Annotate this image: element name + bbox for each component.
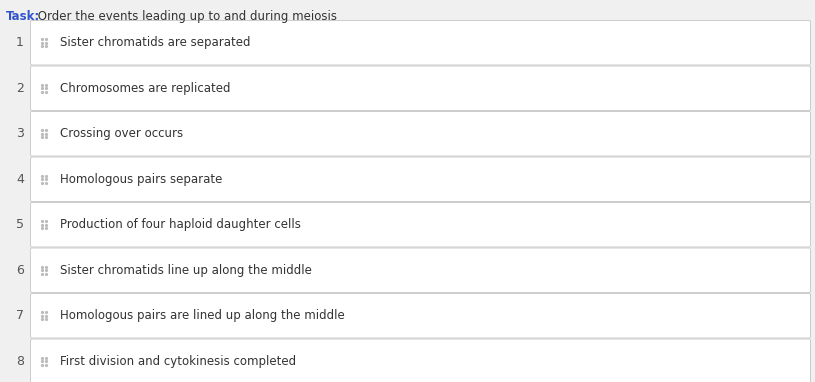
Text: 8: 8 (16, 355, 24, 368)
FancyBboxPatch shape (30, 248, 810, 293)
Text: Order the events leading up to and during meiosis: Order the events leading up to and durin… (34, 10, 337, 23)
Text: 4: 4 (16, 173, 24, 186)
FancyBboxPatch shape (30, 21, 810, 65)
FancyBboxPatch shape (30, 66, 810, 110)
Text: 5: 5 (16, 218, 24, 231)
Text: 6: 6 (16, 264, 24, 277)
Text: Sister chromatids are separated: Sister chromatids are separated (60, 36, 250, 49)
Text: Production of four haploid daughter cells: Production of four haploid daughter cell… (60, 218, 301, 231)
Text: Homologous pairs separate: Homologous pairs separate (60, 173, 222, 186)
Text: First division and cytokinesis completed: First division and cytokinesis completed (60, 355, 296, 368)
Text: Crossing over occurs: Crossing over occurs (60, 127, 183, 140)
Text: Homologous pairs are lined up along the middle: Homologous pairs are lined up along the … (60, 309, 345, 322)
Text: 2: 2 (16, 82, 24, 95)
Text: Task:: Task: (6, 10, 40, 23)
Text: 3: 3 (16, 127, 24, 140)
FancyBboxPatch shape (30, 202, 810, 247)
Text: Sister chromatids line up along the middle: Sister chromatids line up along the midd… (60, 264, 312, 277)
Text: Chromosomes are replicated: Chromosomes are replicated (60, 82, 231, 95)
FancyBboxPatch shape (30, 157, 810, 201)
Text: 1: 1 (16, 36, 24, 49)
FancyBboxPatch shape (30, 293, 810, 338)
FancyBboxPatch shape (30, 112, 810, 156)
FancyBboxPatch shape (30, 339, 810, 382)
Text: 7: 7 (16, 309, 24, 322)
